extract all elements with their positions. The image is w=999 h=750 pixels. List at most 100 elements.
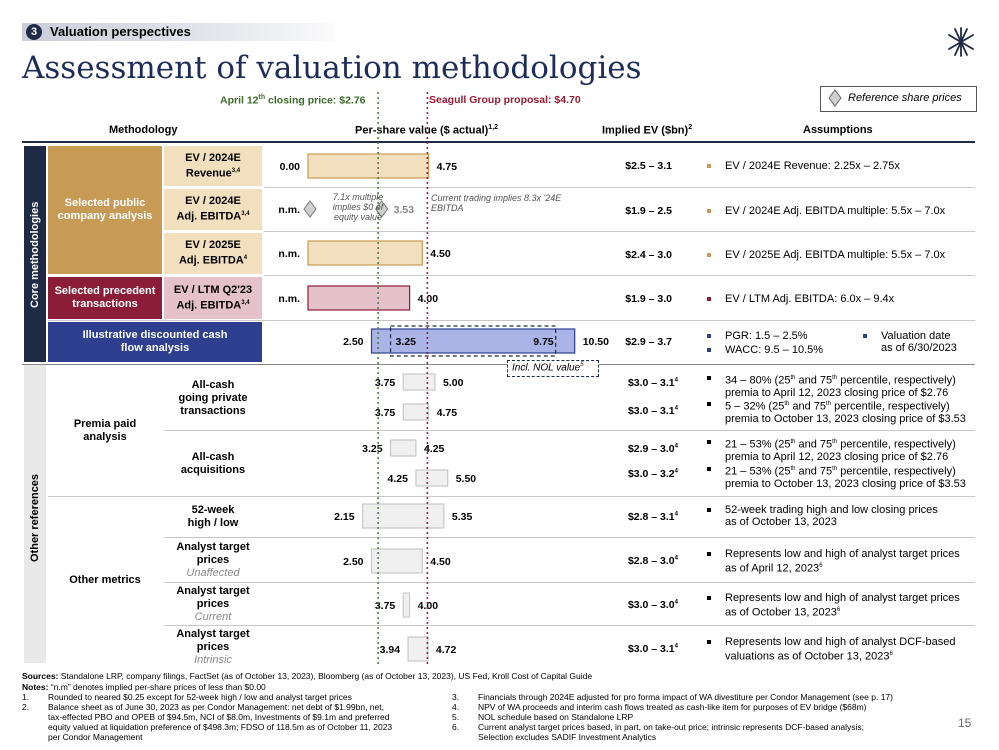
assumption-text: WACC: 9.5 – 10.5% (725, 344, 824, 356)
method-ev-ltm: EV / LTM Q2'23 Adj. EBITDA3,4 (164, 277, 262, 319)
header-divider (22, 141, 975, 143)
proposal-price-label: Seagull Group proposal: $4.70 (429, 94, 581, 106)
closing-price-label: April 12th closing price: $2.76 (220, 94, 366, 107)
method-going-private: All-cash going private transactions (178, 378, 248, 417)
footnote-text: Current analyst target prices based, in … (478, 722, 864, 742)
footnote-number: 2. (22, 702, 30, 712)
section-title: Valuation perspectives (50, 24, 191, 39)
assumption-text: 34 – 80% (25th and 75th percentile, resp… (725, 374, 956, 399)
low-value-label: 2.15 (334, 511, 355, 523)
category-premia: Premia paid analysis (73, 418, 137, 443)
multiple-note: 7.1x multiple implies $0 of equity value (332, 192, 384, 222)
footnote-number: 1. (22, 692, 30, 702)
legend-box (820, 86, 977, 112)
company-logo-icon (948, 27, 974, 57)
range-bar (307, 285, 411, 311)
diamond-legend-icon (828, 89, 842, 107)
bullet (707, 297, 711, 301)
method-ev-revenue: EV / 2024E Revenue3,4 (164, 146, 262, 186)
low-value-label: 3.75 (375, 377, 396, 389)
bullet (707, 640, 711, 644)
range-bar (402, 592, 411, 618)
assumption-text: 21 – 53% (25th and 75th percentile, resp… (725, 438, 956, 463)
range-bar (307, 153, 430, 179)
header-methodology: Methodology (109, 124, 178, 136)
category-dcf: Illustrative discounted cash flow analys… (48, 322, 262, 362)
ev-value: $3.0 – 3.04 (627, 599, 678, 611)
sources-line: Sources: Standalone LRP, company filings… (22, 671, 593, 681)
page-number: 15 (958, 716, 972, 730)
ev-value: $3.0 – 3.24 (627, 468, 678, 480)
bullet (707, 596, 711, 600)
page-title: Assessment of valuation methodologies (22, 50, 642, 86)
row-separator (264, 231, 975, 232)
ev-value: $1.9 – 2.5 (625, 205, 672, 217)
row-separator (264, 187, 975, 188)
high-value-label: 5.00 (443, 377, 464, 389)
ev-value: $3.0 – 3.14 (627, 377, 678, 389)
assumption-text: 52-week trading high and low closing pri… (725, 504, 938, 528)
method-acquisitions: All-cash acquisitions (180, 450, 246, 476)
row-separator (164, 537, 975, 538)
header-assumptions: Assumptions (803, 124, 873, 136)
bullet (707, 334, 711, 338)
range-bar (415, 469, 449, 487)
range-bar (370, 548, 423, 574)
bullet (707, 552, 711, 556)
assumption-text: PGR: 1.5 – 2.5% (725, 330, 808, 342)
bullet (707, 209, 711, 213)
low-value-label: 0.00 (280, 161, 301, 173)
core-group-band (24, 146, 46, 362)
range-bar (407, 636, 429, 662)
footnote-number: 4. (452, 702, 460, 712)
ev-value: $3.0 – 3.14 (627, 405, 678, 417)
method-target-unaffected: Analyst target prices Unaffected (176, 540, 250, 579)
low-value-label: 2.50 (343, 336, 364, 348)
section-number-badge: 3 (26, 24, 42, 40)
assumption-text: Valuation date as of 6/30/2023 (881, 330, 957, 354)
nol-high-label: 9.75 (533, 336, 554, 348)
bullet (707, 467, 711, 471)
legend-text: Reference share prices (848, 92, 962, 104)
assumption-text: Represents low and high of analyst DCF-b… (725, 636, 956, 663)
assumption-text: EV / 2024E Adj. EBITDA multiple: 5.5x – … (725, 205, 946, 217)
ev-value: $2.9 – 3.7 (625, 336, 672, 348)
range-bar (370, 328, 576, 354)
assumption-text: 21 – 53% (25th and 75th percentile, resp… (725, 465, 966, 490)
high-value-label: 5.35 (452, 511, 473, 523)
bullet (707, 402, 711, 406)
footnote-text: Rounded to neared $0.25 except for 52-we… (48, 692, 352, 702)
method-52-week: 52-week high / low (187, 504, 239, 529)
assumption-text: 5 – 32% (25th and 75th percentile, respe… (725, 400, 966, 425)
method-ev-ebitda-2024: EV / 2024E Adj. EBITDA3,4 (164, 189, 262, 230)
notes-line: Notes: “n.m” denotes implied per-share p… (22, 682, 266, 692)
bullet (863, 334, 867, 338)
method-target-intrinsic: Analyst target prices Intrinsic (176, 627, 250, 666)
footnote-number: 6. (452, 722, 460, 732)
footnote-text: NOL schedule based on Standalone LRP (478, 712, 634, 722)
footnote-text: NPV of WA proceeds and interim cash flow… (478, 702, 867, 712)
high-value-label: 10.50 (583, 336, 609, 348)
high-value-label: 4.72 (436, 644, 457, 656)
footnote-number: 5. (452, 712, 460, 722)
assumption-text: Represents low and high of analyst targe… (725, 592, 960, 619)
bullet (707, 376, 711, 380)
ev-value: $2.5 – 3.1 (625, 160, 672, 172)
category-other-metrics: Other metrics (69, 574, 141, 586)
header-implied-ev: Implied EV ($bn)2 (602, 124, 693, 137)
high-value-label: 4.50 (430, 248, 451, 260)
low-value-label: 3.75 (375, 600, 396, 612)
assumption-text: EV / 2024E Revenue: 2.25x – 2.75x (725, 160, 900, 172)
row-separator (48, 320, 975, 321)
ev-value: $2.8 – 3.14 (627, 511, 678, 523)
bullet (707, 508, 711, 512)
assumption-text: EV / LTM Adj. EBITDA: 6.0x – 9.4x (725, 293, 895, 305)
high-value-label: 5.50 (456, 473, 477, 485)
range-bar (307, 240, 423, 266)
high-value-label: 3.53 (394, 204, 415, 216)
range-bar (402, 373, 436, 391)
row-separator (164, 430, 975, 431)
footnote-text: Balance sheet as of June 30, 2023 as per… (48, 702, 393, 742)
bullet (707, 253, 711, 257)
